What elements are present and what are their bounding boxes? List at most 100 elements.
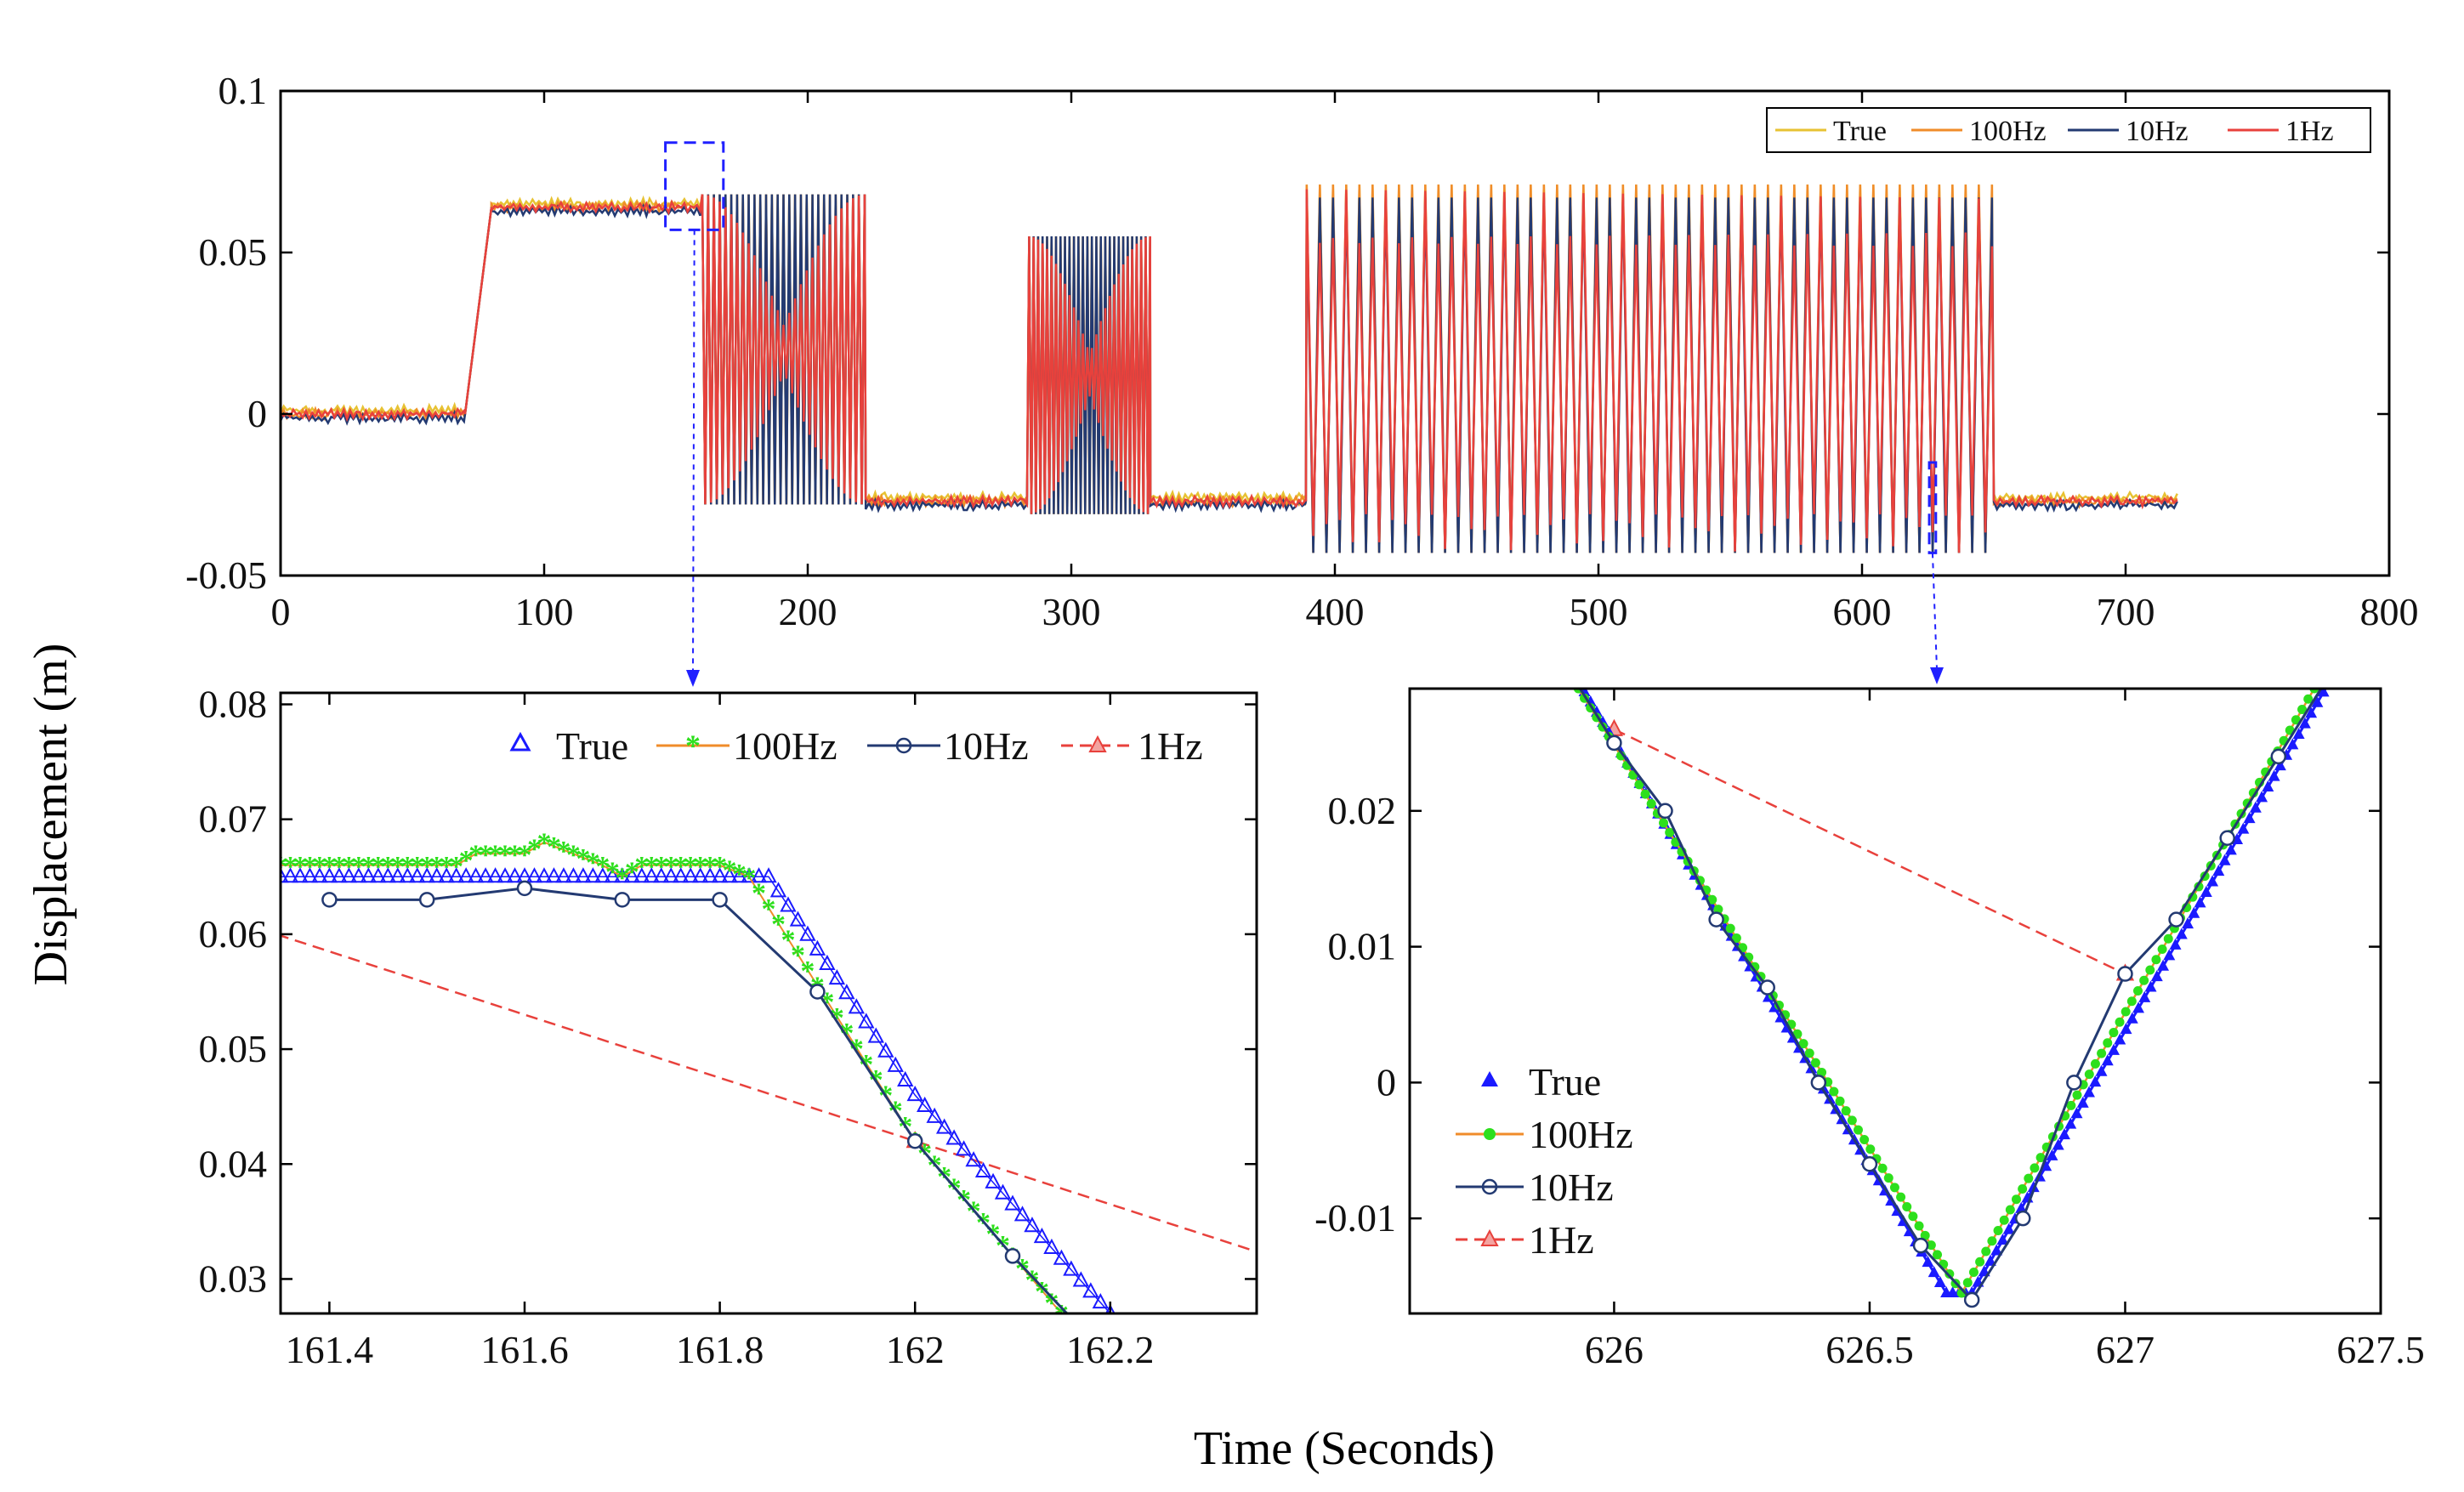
zoom-626-true-marker	[1990, 1244, 2003, 1256]
zoom-626-series-10hz	[1578, 689, 2323, 1302]
zoom-161-true-marker	[467, 867, 485, 883]
zoom-161-100hz-marker: *	[732, 859, 747, 890]
zoom-626-true-marker	[2138, 990, 2151, 1002]
zoom-161-100hz-marker: *	[537, 828, 551, 859]
zoom-161-true-marker	[789, 911, 807, 927]
zoom-161-true-marker	[340, 867, 358, 883]
zoom-626-100hz-marker	[2005, 1205, 2015, 1215]
zoom-626-true-marker	[2298, 717, 2311, 729]
zoom-626-100hz-marker	[2084, 1069, 2094, 1080]
zoom-626-true-marker	[2305, 706, 2318, 718]
zoom-626-10hz-marker	[1657, 803, 1673, 820]
zoom-626-true-marker	[2249, 801, 2262, 813]
zoom-626-100hz-marker	[2139, 975, 2149, 985]
zoom-161-true-marker	[292, 867, 309, 883]
zoom-626-100hz-marker	[2157, 944, 2167, 954]
zoom-161-true-marker	[1024, 1217, 1041, 1233]
zoom-161-100hz-marker: *	[586, 847, 600, 878]
zoom-626-100hz-marker	[1804, 1048, 1814, 1058]
zoom-161-legend: True * 100Hz 10Hz 1Hz	[509, 724, 1203, 768]
overview-xtick-label: 700	[2097, 590, 2155, 633]
zoom-626-true-marker	[2163, 949, 2176, 961]
zoom-161-true-marker	[917, 1096, 934, 1112]
zoom-161-10hz-marker	[1004, 1248, 1021, 1264]
zoom-626-true-marker	[2132, 1001, 2145, 1013]
zoom-161-true-marker	[985, 1172, 1002, 1188]
zoom-626-true-marker	[2262, 780, 2274, 791]
zoom-161-100hz-marker: *	[351, 851, 366, 882]
zoom-161-true-marker	[429, 867, 446, 883]
zoom-161-true-marker	[399, 867, 416, 883]
zoom-161-true-marker	[701, 867, 718, 883]
zoom-626-true-marker	[2292, 727, 2305, 739]
zoom-626-100hz-marker	[2090, 1058, 2100, 1069]
zoom-161-true-marker	[691, 867, 709, 883]
zoom-161-true-marker	[877, 1041, 894, 1058]
zoom-161-true-marker	[867, 1027, 884, 1043]
zoom-626-true-marker	[1933, 1276, 1946, 1288]
zoom-161-true-marker	[506, 867, 524, 883]
legend-10hz-label: 10Hz	[1529, 1166, 1614, 1209]
zoom-161-true-marker	[799, 925, 816, 941]
zoom-161-100hz-marker: *	[449, 851, 463, 882]
zoom-626-true-marker	[2194, 896, 2206, 908]
legend-1hz-marker	[1480, 1228, 1499, 1246]
zoom-161-true-marker	[780, 896, 797, 912]
zoom-161-true-marker	[447, 867, 465, 883]
zoom-161-true-marker	[897, 1070, 914, 1087]
legend-100hz-marker: *	[685, 729, 701, 763]
zoom-connector-1	[1931, 553, 1938, 670]
overview-xtick-label: 500	[1570, 590, 1628, 633]
zoom-161-100hz-marker: *	[342, 851, 356, 882]
zoom-626-true-marker	[2046, 1149, 2058, 1160]
zoom-161-100hz-marker: *	[371, 851, 385, 882]
zoom-161-100hz-marker: *	[322, 851, 337, 882]
zoom-161-true-marker	[633, 867, 650, 883]
zoom-626-100hz-marker	[1889, 1183, 1899, 1193]
legend-10hz-marker	[895, 737, 912, 754]
zoom-626-100hz-marker	[1835, 1096, 1845, 1106]
zoom-626-100hz-marker	[1981, 1246, 1991, 1257]
zoom-161-true-marker	[769, 882, 787, 898]
zoom-161-true-marker	[760, 867, 777, 883]
zoom-626-100hz-marker	[2018, 1183, 2028, 1194]
zoom-161-100hz-marker: *	[723, 854, 737, 886]
zoom-626-true-marker	[2317, 689, 2330, 697]
zoom-626-100hz-marker	[2109, 1028, 2119, 1038]
zoom-161-100hz-marker: *	[664, 851, 678, 882]
zoom-626-true-marker	[1922, 1256, 1934, 1268]
zoom-626-true-marker	[2182, 917, 2194, 929]
zoom-161-true-marker	[379, 867, 396, 883]
zoom-161-100hz-marker: *	[713, 851, 727, 882]
zoom-626-true-marker	[2114, 1033, 2126, 1045]
zoom-626-100hz-marker	[2097, 1048, 2107, 1058]
zoom-161-true-marker	[1082, 1282, 1099, 1298]
zoom-626-100hz-marker	[2072, 1090, 2082, 1100]
zoom-161-true-marker	[955, 1140, 973, 1156]
legend-10hz-marker	[1481, 1178, 1498, 1195]
zoom-626-100hz-marker	[1847, 1115, 1857, 1126]
zoom-626-true-marker	[1927, 1266, 1940, 1278]
zoom-626-100hz-marker	[1665, 827, 1675, 837]
zoom-161-100hz-marker: *	[488, 839, 502, 871]
legend-100hz-marker	[1484, 1128, 1496, 1140]
zoom-161-true-marker	[350, 867, 367, 883]
zoom-626-true-marker	[2157, 959, 2170, 971]
zoom-626-100hz-marker	[1646, 798, 1656, 808]
zoom-161-xtick-label: 162.2	[1066, 1328, 1155, 1371]
overview-xtick-label: 800	[2360, 590, 2419, 633]
overview-ytick-label: 0.1	[219, 69, 268, 112]
zoom-161-true-marker	[1004, 1194, 1021, 1211]
zoom-161-100hz-marker: *	[791, 940, 805, 972]
zoom-626-series-1hz	[1613, 728, 2126, 975]
zoom-161-100hz-marker: *	[595, 851, 610, 882]
zoom-161-true-marker	[604, 867, 621, 883]
zoom-626-true-marker	[2311, 695, 2324, 707]
zoom-626-10hz-marker	[2066, 1075, 2082, 1091]
zoom-626-true-marker	[2064, 1117, 2077, 1129]
zoom-626-true-marker	[2027, 1181, 2040, 1193]
zoom-161-true-marker	[457, 867, 474, 883]
zoom-626-100hz-marker	[2303, 694, 2314, 704]
zoom-161-true-marker	[730, 867, 748, 883]
zoom-161-true-marker	[536, 867, 553, 883]
